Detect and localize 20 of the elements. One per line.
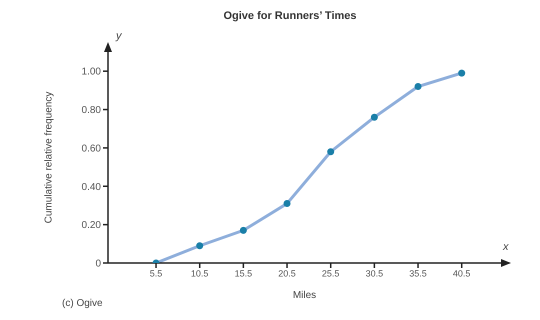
x-tick-label: 5.5 <box>150 268 162 278</box>
x-tick-label: 40.5 <box>452 268 470 278</box>
x-tick-label: 30.5 <box>366 268 384 278</box>
y-tick-label: 0.20 <box>82 220 102 232</box>
y-tick-label: 0.60 <box>82 143 102 154</box>
x-tick-label: 10.5 <box>190 268 208 278</box>
text: x <box>503 241 508 253</box>
x-tick-label: 35.5 <box>409 268 427 278</box>
x-tick-label: 25.5 <box>322 268 340 278</box>
y-tick-label: 0.80 <box>82 105 102 116</box>
x-tick-label: 15.5 <box>234 268 252 278</box>
text: y <box>116 30 122 42</box>
chart-title: Ogive for Runners’ Times <box>222 10 358 22</box>
x-axis-title: Miles <box>292 290 316 301</box>
x-tick-label: 20.5 <box>278 268 296 278</box>
y-tick-label: 0.40 <box>82 182 102 193</box>
y-tick-label: 0 <box>95 258 102 270</box>
y-tick-label: 1.00 <box>82 66 102 78</box>
y-axis-title: Cumulative relative frequency <box>44 92 55 224</box>
text: (c) Ogive <box>62 298 103 309</box>
